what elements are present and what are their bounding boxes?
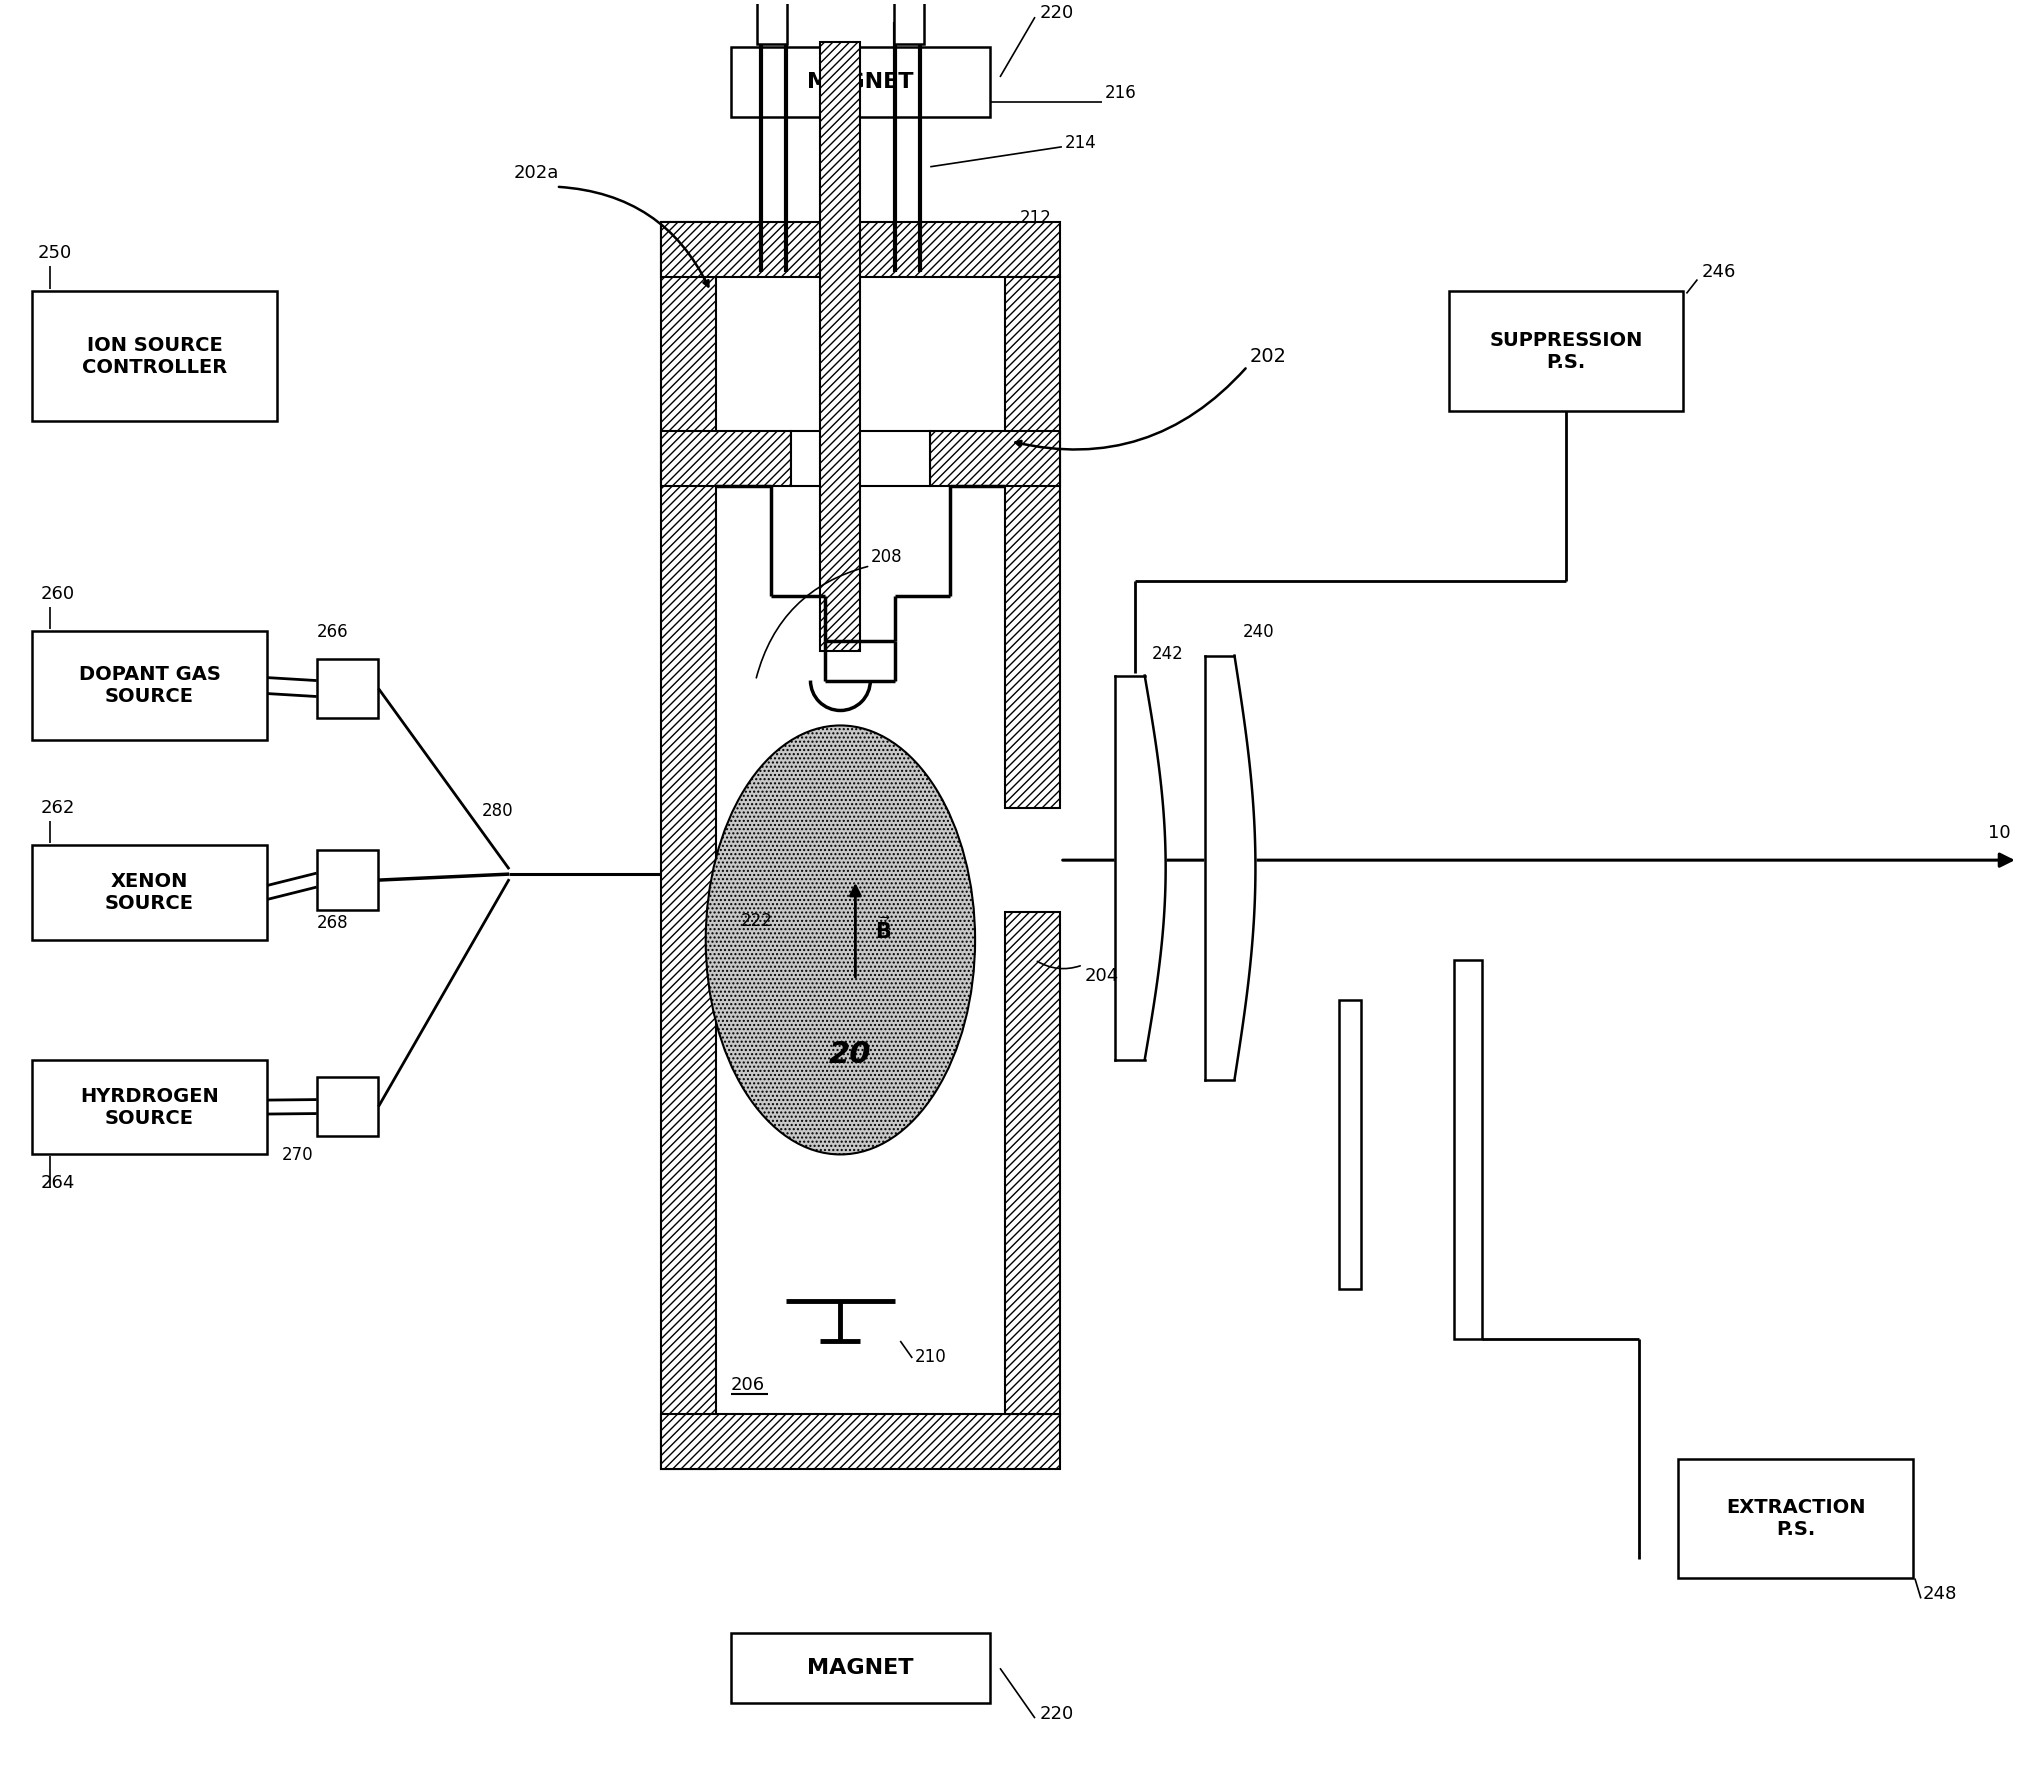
Text: XENON
SOURCE: XENON SOURCE <box>106 871 193 914</box>
Bar <box>318 850 379 910</box>
Text: 208: 208 <box>869 548 902 565</box>
Bar <box>662 1414 1061 1469</box>
Text: 220: 220 <box>1040 4 1075 21</box>
Text: SUPPRESSION
P.S.: SUPPRESSION P.S. <box>1490 331 1643 372</box>
Bar <box>318 658 379 718</box>
Bar <box>930 430 1061 485</box>
Text: 204: 204 <box>1085 967 1120 985</box>
Text: 212: 212 <box>1020 208 1053 226</box>
Text: 262: 262 <box>41 800 75 818</box>
Bar <box>717 277 1006 1414</box>
Text: 248: 248 <box>1922 1586 1957 1604</box>
Bar <box>821 43 861 651</box>
Bar <box>1340 999 1362 1289</box>
Text: 222: 222 <box>741 912 772 930</box>
Text: 260: 260 <box>41 585 75 603</box>
Text: HYRDROGEN
SOURCE: HYRDROGEN SOURCE <box>79 1086 220 1127</box>
Bar <box>33 1060 267 1154</box>
Bar <box>662 222 1061 277</box>
Text: 220: 220 <box>1040 1705 1075 1723</box>
Bar <box>1454 960 1482 1339</box>
Text: 10: 10 <box>1987 825 2010 843</box>
Ellipse shape <box>706 725 975 1154</box>
Text: 268: 268 <box>318 914 348 932</box>
Text: $\mathbf{\vec{B}}$: $\mathbf{\vec{B}}$ <box>875 917 892 944</box>
Text: ION SOURCE
CONTROLLER: ION SOURCE CONTROLLER <box>81 336 228 377</box>
Text: 202: 202 <box>1250 347 1287 366</box>
Bar <box>1006 277 1061 809</box>
Bar <box>1678 1458 1914 1579</box>
Bar <box>318 1077 379 1136</box>
Bar <box>731 1634 989 1703</box>
Text: 266: 266 <box>318 622 348 640</box>
Text: MAGNET: MAGNET <box>806 1659 914 1678</box>
Bar <box>894 0 924 44</box>
Bar <box>1450 292 1684 411</box>
Text: DOPANT GAS
SOURCE: DOPANT GAS SOURCE <box>79 665 220 706</box>
Bar <box>1006 912 1061 1414</box>
Text: 206: 206 <box>731 1376 766 1394</box>
Text: 280: 280 <box>480 802 513 820</box>
Bar <box>33 631 267 740</box>
Bar <box>33 845 267 941</box>
Text: 264: 264 <box>41 1173 75 1193</box>
Text: 214: 214 <box>1065 133 1097 151</box>
Text: MAGNET: MAGNET <box>806 71 914 92</box>
Bar <box>33 292 277 421</box>
Text: 242: 242 <box>1152 645 1183 663</box>
Bar <box>662 430 790 485</box>
Text: 240: 240 <box>1242 622 1275 640</box>
Text: 270: 270 <box>281 1147 314 1165</box>
Text: EXTRACTION
P.S.: EXTRACTION P.S. <box>1727 1499 1865 1540</box>
Bar <box>731 46 989 117</box>
Bar <box>790 430 930 485</box>
Text: 246: 246 <box>1702 263 1737 281</box>
Text: 210: 210 <box>916 1348 947 1366</box>
Text: 250: 250 <box>37 244 71 261</box>
Bar <box>757 0 786 44</box>
Text: 216: 216 <box>1106 84 1136 101</box>
Text: 202a: 202a <box>513 164 558 181</box>
Bar <box>662 222 717 1469</box>
Text: 20: 20 <box>829 1040 871 1069</box>
